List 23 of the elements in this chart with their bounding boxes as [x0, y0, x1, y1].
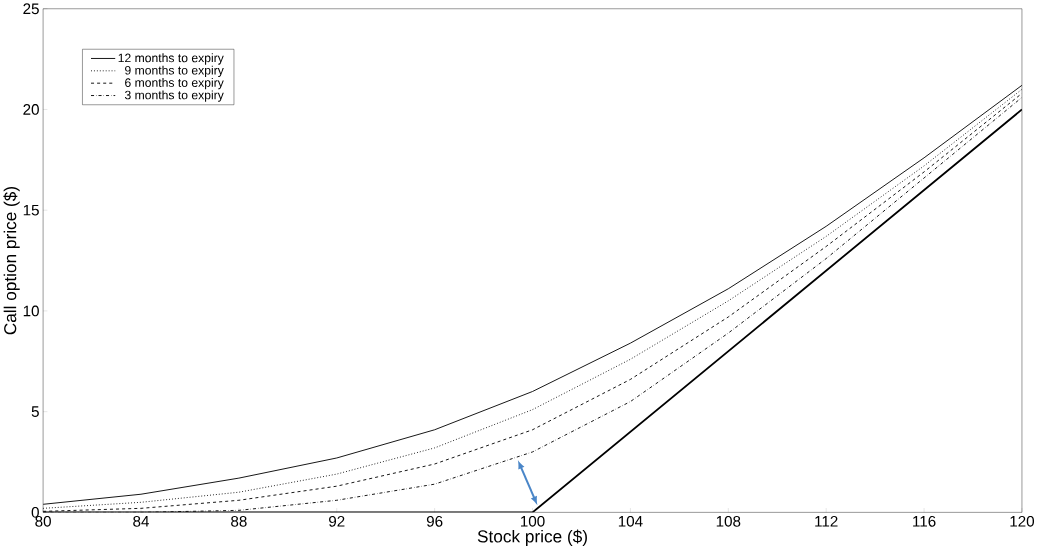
x-tick-label: 116: [913, 515, 936, 527]
y-tick-label: 10: [23, 305, 39, 317]
legend-label: 12 months to expiry: [118, 53, 224, 65]
x-tick-label: 104: [618, 515, 643, 527]
y-axis-title: Call option price ($): [3, 186, 20, 335]
x-tick-label: 100: [521, 515, 545, 527]
y-tick-label: 5: [31, 406, 39, 417]
x-tick-label: 96: [426, 515, 443, 527]
y-tick-label: 20: [23, 103, 39, 115]
x-tick-label: 108: [716, 515, 741, 527]
legend-label: 3 months to expiry: [124, 90, 224, 102]
x-tick-label: 84: [133, 515, 149, 527]
legend-label: 6 months to expiry: [125, 77, 224, 90]
y-tick-label: 0: [31, 506, 39, 518]
x-tick-label: 112: [815, 515, 838, 527]
x-tick-label: 88: [231, 515, 247, 527]
y-tick-label: 15: [23, 204, 39, 216]
x-axis-title: Stock price ($): [477, 529, 587, 546]
y-tick-label: 25: [23, 3, 39, 14]
x-tick-label: 120: [1010, 515, 1035, 527]
legend-label: 9 months to expiry: [125, 65, 224, 77]
x-tick-label: 92: [329, 515, 345, 527]
x-tick-label: 80: [35, 515, 51, 527]
